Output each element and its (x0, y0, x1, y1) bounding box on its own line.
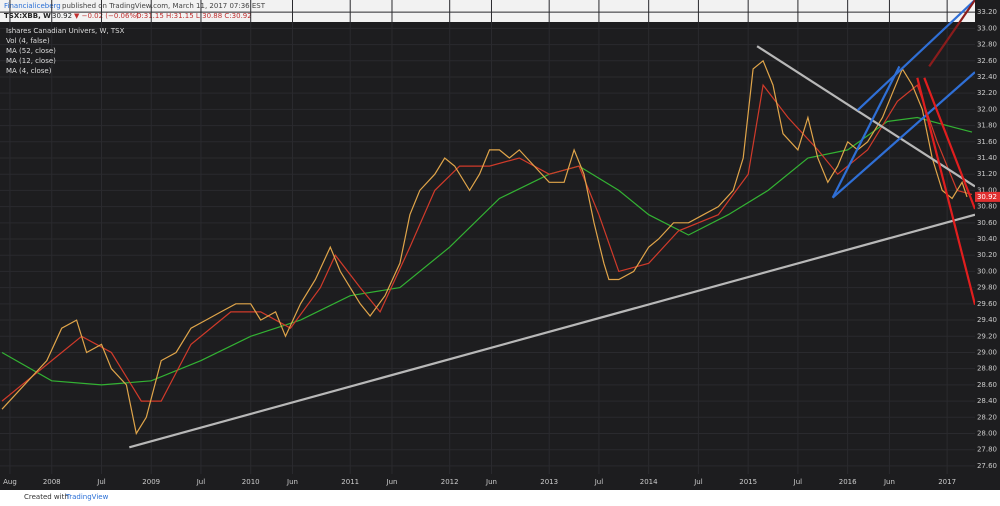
legend-entry: MA (4, close) (6, 67, 52, 75)
y-tick-label: 29.60 (977, 300, 997, 308)
y-tick-label: 29.20 (977, 332, 997, 340)
x-tick-label: 2017 (938, 478, 956, 486)
series-line (1, 83, 973, 402)
y-tick-label: 32.40 (977, 73, 997, 81)
y-tick-label: 32.00 (977, 105, 997, 113)
x-tick-label: Jul (196, 478, 206, 486)
y-tick-label: 28.00 (977, 429, 997, 437)
y-tick-label: 28.20 (977, 413, 997, 421)
trend-line (856, 0, 975, 112)
y-tick-label: 28.80 (977, 365, 997, 373)
y-tick-label: 31.20 (977, 170, 997, 178)
x-tick-label: Jul (693, 478, 703, 486)
footer (0, 490, 1000, 506)
trend-line (831, 65, 901, 199)
y-tick-label: 28.60 (977, 381, 997, 389)
x-tick-label: Jun (485, 478, 497, 486)
footer-brand[interactable]: TradingView (65, 493, 109, 501)
y-tick-label: 31.40 (977, 154, 997, 162)
trend-line (831, 71, 975, 199)
x-tick-label: 2015 (739, 478, 757, 486)
volume-label: Vol (4, false) (6, 37, 50, 45)
y-tick-label: 30.60 (977, 219, 997, 227)
y-tick-label: 31.80 (977, 122, 997, 130)
symbol: TSX:XBB, W (4, 12, 51, 20)
y-tick-label: 30.00 (977, 267, 997, 275)
y-tick-label: 31.60 (977, 138, 997, 146)
trend-line (928, 0, 975, 68)
x-tick-label: 2014 (640, 478, 658, 486)
x-tick-label: 2016 (839, 478, 857, 486)
x-tick-label: Aug (3, 478, 17, 486)
x-tick-label: 2010 (242, 478, 260, 486)
trend-line (923, 77, 975, 210)
y-tick-label: 32.60 (977, 57, 997, 65)
x-tick-label: 2009 (142, 478, 160, 486)
y-tick-label: 27.60 (977, 462, 997, 470)
y-tick-label: 33.00 (977, 24, 997, 32)
last-price-label: 30.92 (977, 193, 997, 201)
x-tick-label: Jul (594, 478, 604, 486)
trend-line (916, 77, 975, 305)
legend-title: Ishares Canadian Univers, W, TSX (6, 27, 125, 35)
y-tick-label: 32.80 (977, 41, 997, 49)
y-tick-label: 28.40 (977, 397, 997, 405)
legend-entry: MA (12, close) (6, 57, 56, 65)
y-tick-label: 30.20 (977, 251, 997, 259)
trend-line (129, 213, 975, 449)
y-tick-label: 29.80 (977, 284, 997, 292)
y-tick-label: 29.40 (977, 316, 997, 324)
header-bar (0, 0, 975, 22)
ohlc: O:31.15 H:31.15 L:30.88 C:30.92 (136, 12, 252, 20)
x-tick-label: 2013 (540, 478, 558, 486)
y-tick-label: 29.00 (977, 348, 997, 356)
y-tick-label: 31.00 (977, 186, 997, 194)
x-tick-label: Jul (793, 478, 803, 486)
footer-text: Created with (24, 493, 69, 501)
x-tick-label: 2008 (43, 478, 61, 486)
plot (0, 0, 975, 474)
published: published on TradingView.com, March 11, … (62, 2, 266, 10)
x-tick-label: Jun (386, 478, 398, 486)
series-line (1, 59, 968, 436)
last: 30.92 (52, 12, 72, 20)
x-tick-label: 2011 (341, 478, 359, 486)
legend-entry: MA (52, close) (6, 47, 56, 55)
x-tick-label: 2012 (441, 478, 459, 486)
publisher[interactable]: Financialiceberg (4, 2, 61, 10)
y-tick-label: 33.20 (977, 8, 997, 16)
last-price-box (975, 191, 1000, 202)
y-tick-label: 32.20 (977, 89, 997, 97)
x-tick-label: Jun (883, 478, 895, 486)
change: ▼ −0.02 (−0.06%) (74, 12, 139, 20)
chart-background (0, 0, 1000, 490)
x-tick-label: Jul (96, 478, 106, 486)
y-tick-label: 30.40 (977, 235, 997, 243)
y-tick-label: 30.80 (977, 203, 997, 211)
x-tick-label: Jun (286, 478, 298, 486)
price-axis (975, 0, 1000, 490)
y-tick-label: 27.80 (977, 446, 997, 454)
